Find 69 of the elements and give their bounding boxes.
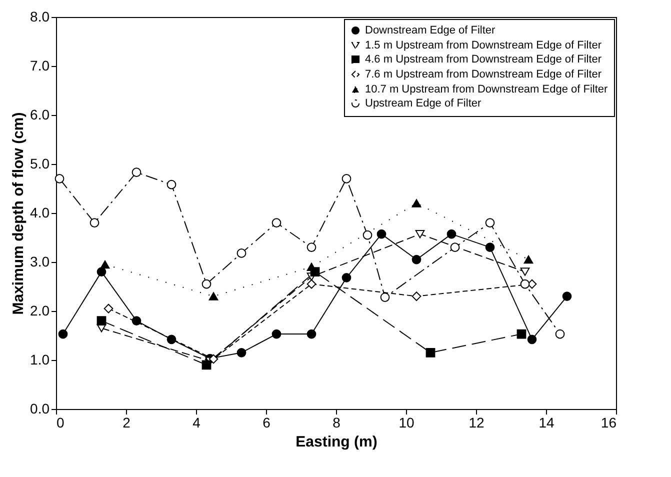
y-tick-label: 6.0 [30, 106, 50, 122]
point [412, 292, 422, 301]
point [342, 273, 352, 282]
point [208, 292, 218, 300]
y-tick-label: 5.0 [30, 156, 50, 172]
point [272, 329, 282, 339]
legend-label: 7.6 m Upstream from Downstream Edge of Filter [365, 68, 602, 80]
x-tick-label: 6 [262, 414, 271, 430]
legend-label: 10.7 m Upstream from Downstream Edge of Filter [365, 84, 608, 96]
point [272, 218, 282, 228]
point [555, 329, 565, 339]
point [132, 316, 142, 326]
point [96, 267, 106, 276]
point [202, 279, 212, 289]
point [412, 199, 422, 208]
point [342, 174, 352, 184]
legend-label: 1.5 m Upstream from Downstream Edge of Filter [365, 40, 602, 52]
point [426, 348, 436, 358]
point [236, 248, 246, 258]
point [446, 229, 456, 239]
y-tick-label: 7.0 [30, 58, 50, 74]
y-tick-label: 0.0 [30, 400, 50, 416]
point [100, 260, 110, 269]
point [412, 254, 422, 264]
point [166, 334, 176, 344]
point [58, 329, 68, 339]
y-tick-label: 4.0 [30, 204, 50, 220]
point [236, 348, 246, 358]
point [306, 279, 316, 289]
y-tick-label: 8.0 [30, 8, 50, 24]
point [516, 329, 526, 339]
x-tick-label: 4 [192, 414, 201, 430]
x-tick-label: 0 [56, 414, 64, 430]
point [380, 292, 390, 302]
x-tick-label: 8 [332, 414, 341, 430]
point [415, 230, 425, 238]
x-axis-title: Easting (m) [296, 434, 378, 450]
y-tick-label: 1.0 [30, 352, 50, 368]
point [520, 268, 530, 276]
point [132, 168, 142, 178]
x-tick-label: 10 [398, 414, 414, 430]
legend-label: Upstream Edge of Filter [365, 98, 482, 110]
x-tick-label: 2 [122, 414, 131, 430]
point [524, 255, 534, 264]
point [104, 304, 114, 314]
point [306, 242, 316, 252]
y-axis-title: Maximum depth of flow (cm) [10, 112, 28, 315]
y-tick-label: 3.0 [30, 254, 50, 270]
point [562, 292, 572, 301]
point [376, 229, 386, 239]
point [54, 174, 64, 184]
point [527, 334, 537, 344]
point [362, 230, 372, 240]
point [166, 180, 176, 190]
x-tick-label: 12 [468, 414, 484, 430]
y-tick-label: 2.0 [30, 302, 50, 318]
point [520, 279, 530, 289]
point [202, 360, 212, 370]
point [485, 242, 495, 252]
point [450, 242, 460, 252]
x-tick-label: 14 [538, 414, 554, 430]
legend-label: Downstream Edge of Filter [365, 24, 496, 36]
point [306, 329, 316, 339]
point [485, 218, 495, 228]
point [96, 316, 106, 326]
legend-label: 4.6 m Upstream from Downstream Edge of Filter [365, 54, 602, 66]
point [90, 218, 100, 228]
x-tick-label: 16 [600, 414, 617, 430]
point [208, 354, 218, 364]
